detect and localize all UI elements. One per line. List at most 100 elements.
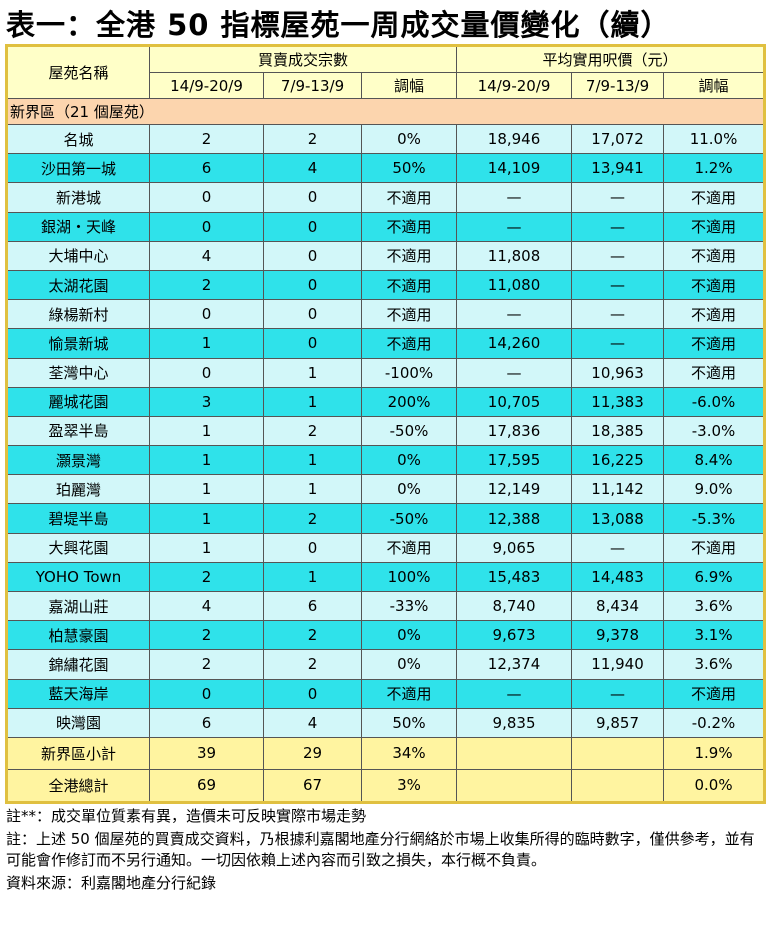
cell: 0 [263, 269, 362, 301]
cell: 1.2% [663, 153, 766, 184]
cell: 不適用 [360, 299, 458, 330]
cell: 2 [149, 561, 264, 593]
header-cell: 14/9-20/9 [149, 72, 264, 99]
cell: 14,260 [456, 328, 573, 359]
cell: 3.6% [663, 649, 766, 680]
cell: 11,142 [571, 474, 665, 505]
cell: 1 [263, 357, 362, 388]
cell: — [571, 269, 665, 301]
cell: — [456, 357, 573, 388]
cell: 不適用 [663, 357, 766, 388]
cell: — [456, 182, 573, 213]
cell [571, 768, 665, 803]
cell: 14,109 [456, 153, 573, 184]
data-row: 碧堤半島 1 2 -50% 12,388 13,088 -5.3% [6, 503, 766, 534]
cell: 3% [360, 768, 458, 803]
cell: 0.0% [663, 768, 766, 803]
cell: 0 [149, 678, 264, 709]
cell: -5.3% [663, 503, 766, 534]
header-cell: 買賣成交宗數 [148, 45, 458, 73]
cell: 4 [149, 240, 264, 271]
data-row: 藍天海岸 0 0 不適用 — — 不適用 [6, 678, 766, 709]
cell: 6 [263, 590, 362, 622]
cell: 12,149 [456, 474, 573, 505]
cell: 2 [263, 620, 362, 651]
cell: 10,963 [571, 357, 665, 388]
cell: 13,088 [571, 503, 665, 534]
cell: 13,941 [571, 153, 665, 184]
cell: 6 [149, 707, 264, 738]
cell: 不適用 [663, 182, 766, 213]
note: 註：上述 50 個屋苑的買賣成交資料，乃根據利嘉閣地產分行網絡於市場上收集所得的… [6, 830, 755, 869]
data-row: 愉景新城 1 0 不適用 14,260— 不適用 [6, 328, 766, 359]
cell: 不適用 [663, 240, 766, 271]
cell: 0 [149, 357, 264, 388]
data-row: 沙田第一城 6 4 50% 14,109 13,941 1.2% [6, 153, 766, 184]
data-row: 柏慧豪園 2 2 0% 9,673 9,378 3.1% [6, 620, 766, 651]
cell: 0% [360, 123, 458, 155]
estate-name: 荃灣中心 [6, 357, 150, 388]
estate-name: 愉景新城 [6, 328, 150, 359]
cell: 2 [263, 503, 362, 534]
estate-name: 嘉湖山莊 [6, 590, 150, 622]
cell: 2 [149, 123, 264, 155]
cell: 50% [360, 707, 458, 738]
cell: — [571, 299, 665, 330]
cell: 0% [360, 445, 458, 476]
cell: 69 [149, 768, 264, 803]
cell: 17,836 [456, 415, 573, 447]
cell: 1 [149, 415, 264, 447]
cell: 不適用 [663, 328, 766, 359]
cell: 11,383 [571, 386, 665, 417]
cell: -50% [360, 503, 458, 534]
region-row: 新界區（21 個屋苑） [5, 98, 766, 125]
cell: 15,483 [456, 561, 573, 593]
cell: 1 [263, 386, 362, 417]
cell: 0 [149, 211, 264, 242]
cell: 0 [149, 299, 264, 330]
cell: -100% [360, 357, 458, 388]
total-row: 新界區小計 39 29 34% 1.9% [6, 736, 766, 770]
cell: 11,808 [456, 240, 573, 271]
cell: 18,385 [571, 415, 665, 447]
estate-name: 盈翠半島 [6, 415, 150, 447]
cell: — [456, 678, 573, 709]
cell: 不適用 [663, 299, 766, 330]
cell: 2 [263, 649, 362, 680]
cell: 3.1% [663, 620, 766, 651]
cell: -3.0% [663, 415, 766, 447]
cell: 12,388 [456, 503, 573, 534]
cell: 不適用 [663, 532, 766, 563]
cell: 11,940 [571, 649, 665, 680]
cell: 1 [149, 503, 264, 534]
cell: -0.2% [663, 707, 766, 738]
cell: 39 [149, 736, 264, 770]
cell: 0 [263, 678, 362, 709]
cell: 9,378 [571, 620, 665, 651]
cell: 不適用 [663, 269, 766, 301]
cell: 9,673 [456, 620, 573, 651]
cell: 0% [360, 620, 458, 651]
cell: 11.0% [663, 123, 766, 155]
estate-name: 名城 [6, 123, 150, 155]
cell: 不適用 [663, 678, 766, 709]
cell: 200% [360, 386, 458, 417]
cell: 17,595 [456, 445, 573, 476]
total-name: 全港總計 [6, 768, 150, 803]
estate-name: 大埔中心 [6, 240, 150, 271]
cell: 8.4% [663, 445, 766, 476]
estate-name: 碧堤半島 [6, 503, 150, 534]
estate-name: 銀湖・天峰 [6, 211, 150, 242]
cell: 50% [360, 153, 458, 184]
data-row: 新港城 0 0 不適用 — — 不適用 [6, 182, 766, 213]
header-cell: 7/9-13/9 [263, 72, 362, 99]
cell: 8,740 [456, 590, 573, 622]
data-row: 大埔中心 4 0 不適用 11,808— 不適用 [6, 240, 766, 271]
data-row: 麗城花園 3 1 200% 10,705 11,383 -6.0% [6, 386, 766, 417]
cell: 4 [149, 590, 264, 622]
estate-name: 綠楊新村 [6, 299, 150, 330]
note: 資料來源：利嘉閣地產分行紀錄 [6, 874, 217, 892]
table-body: 屋苑名稱 買賣成交宗數 平均實用呎價（元） 14/9-20/9 7/9-13/9 調… [5, 45, 766, 803]
cell [456, 768, 573, 803]
cell: 不適用 [663, 211, 766, 242]
